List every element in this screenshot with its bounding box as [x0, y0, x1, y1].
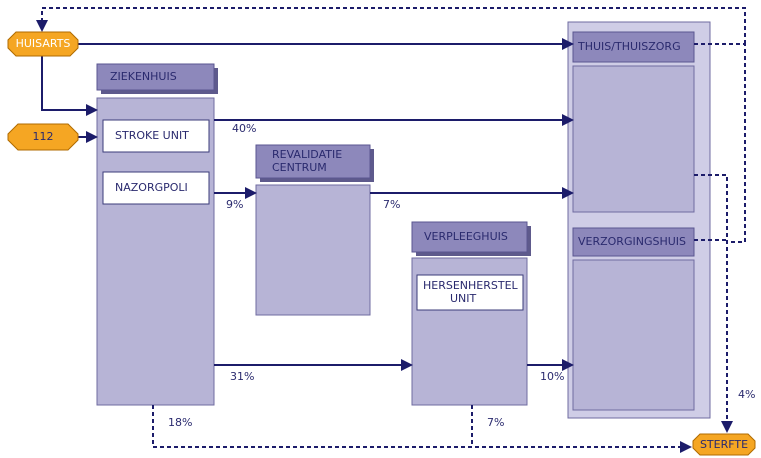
verzorgingshuis-header: [572, 227, 695, 257]
label: ZIEKENHUIS: [110, 70, 177, 83]
stroke-unit: [102, 119, 210, 153]
label: 112: [33, 130, 54, 143]
revalidatie-body: [255, 184, 371, 316]
ziekenhuis-header: [96, 63, 215, 91]
label: UNIT: [450, 292, 477, 305]
arrows: [36, 7, 746, 453]
hersenherstel: [416, 274, 524, 311]
label: HERSENHERSTEL: [423, 279, 519, 292]
nazorgpoli: [102, 171, 210, 205]
edge-label: 31%: [230, 370, 254, 383]
label: REVALIDATIE: [272, 148, 342, 161]
edge-label: 4%: [738, 388, 755, 401]
label: NAZORGPOLI: [115, 181, 188, 194]
thuis-header: [572, 31, 695, 63]
edge-label: 10%: [540, 370, 564, 383]
label: THUIS/THUISZORG: [577, 40, 681, 53]
edge-label: 7%: [487, 416, 504, 429]
label: STERFTE: [700, 438, 748, 451]
edge-label: 18%: [168, 416, 192, 429]
label: STROKE UNIT: [115, 129, 189, 142]
n112: [7, 123, 79, 151]
edge-label: 9%: [226, 198, 243, 211]
verpleeghuis-header: [411, 221, 528, 253]
label: VERPLEEGHUIS: [424, 230, 508, 243]
huisarts: [7, 31, 79, 57]
sterfte: [692, 433, 756, 456]
verzorgingshuis-body: [572, 259, 695, 411]
label: CENTRUM: [272, 161, 327, 174]
label: HUISARTS: [16, 37, 71, 50]
label: VERZORGINGSHUIS: [578, 235, 686, 248]
edge-label: 40%: [232, 122, 256, 135]
revalidatie-header: [255, 144, 371, 179]
edge-label: 7%: [383, 198, 400, 211]
thuis-body: [572, 65, 695, 213]
